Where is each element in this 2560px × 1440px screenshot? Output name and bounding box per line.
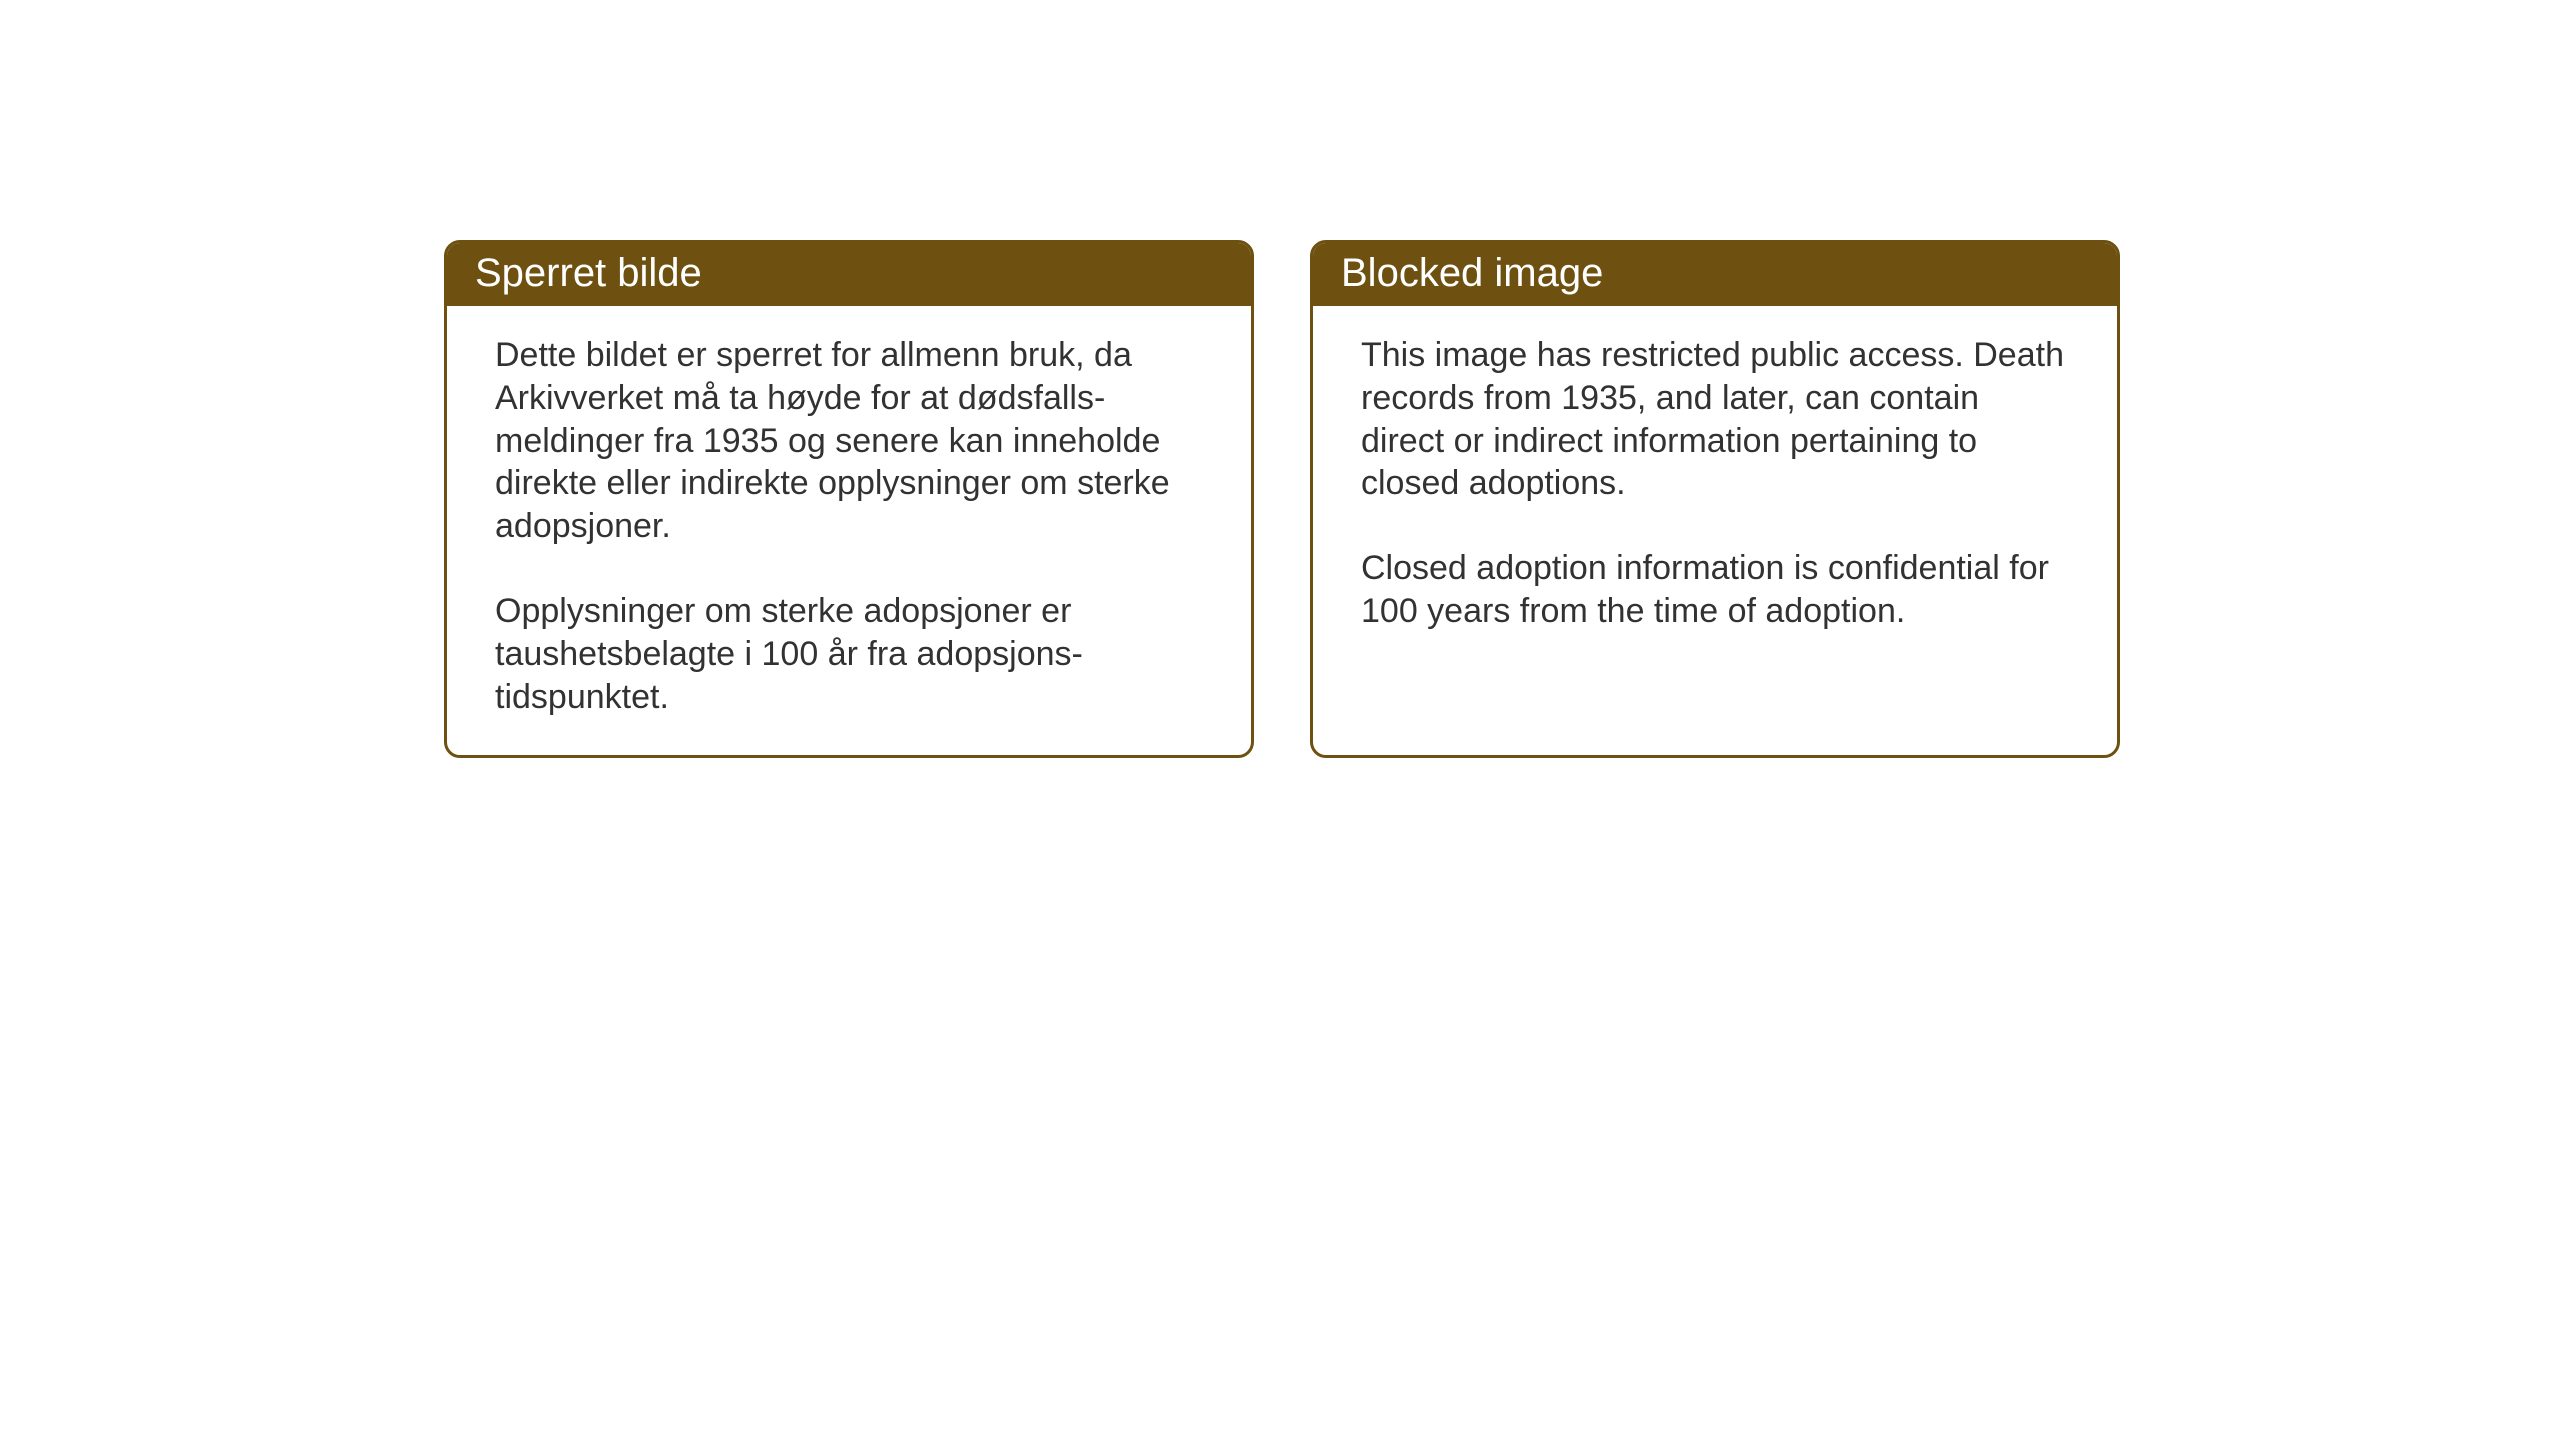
card-header: Sperret bilde — [447, 243, 1251, 306]
card-body: Dette bildet er sperret for allmenn bruk… — [447, 306, 1251, 755]
card-title: Sperret bilde — [475, 251, 1223, 296]
card-paragraph: Opplysninger om sterke adopsjoner er tau… — [495, 590, 1203, 718]
card-paragraph: Dette bildet er sperret for allmenn bruk… — [495, 334, 1203, 548]
card-paragraph: This image has restricted public access.… — [1361, 334, 2069, 505]
card-title: Blocked image — [1341, 251, 2089, 296]
card-body: This image has restricted public access.… — [1313, 306, 2117, 669]
notice-card-norwegian: Sperret bilde Dette bildet er sperret fo… — [444, 240, 1254, 758]
card-header: Blocked image — [1313, 243, 2117, 306]
card-paragraph: Closed adoption information is confident… — [1361, 547, 2069, 633]
notice-card-english: Blocked image This image has restricted … — [1310, 240, 2120, 758]
notice-container: Sperret bilde Dette bildet er sperret fo… — [444, 240, 2120, 758]
